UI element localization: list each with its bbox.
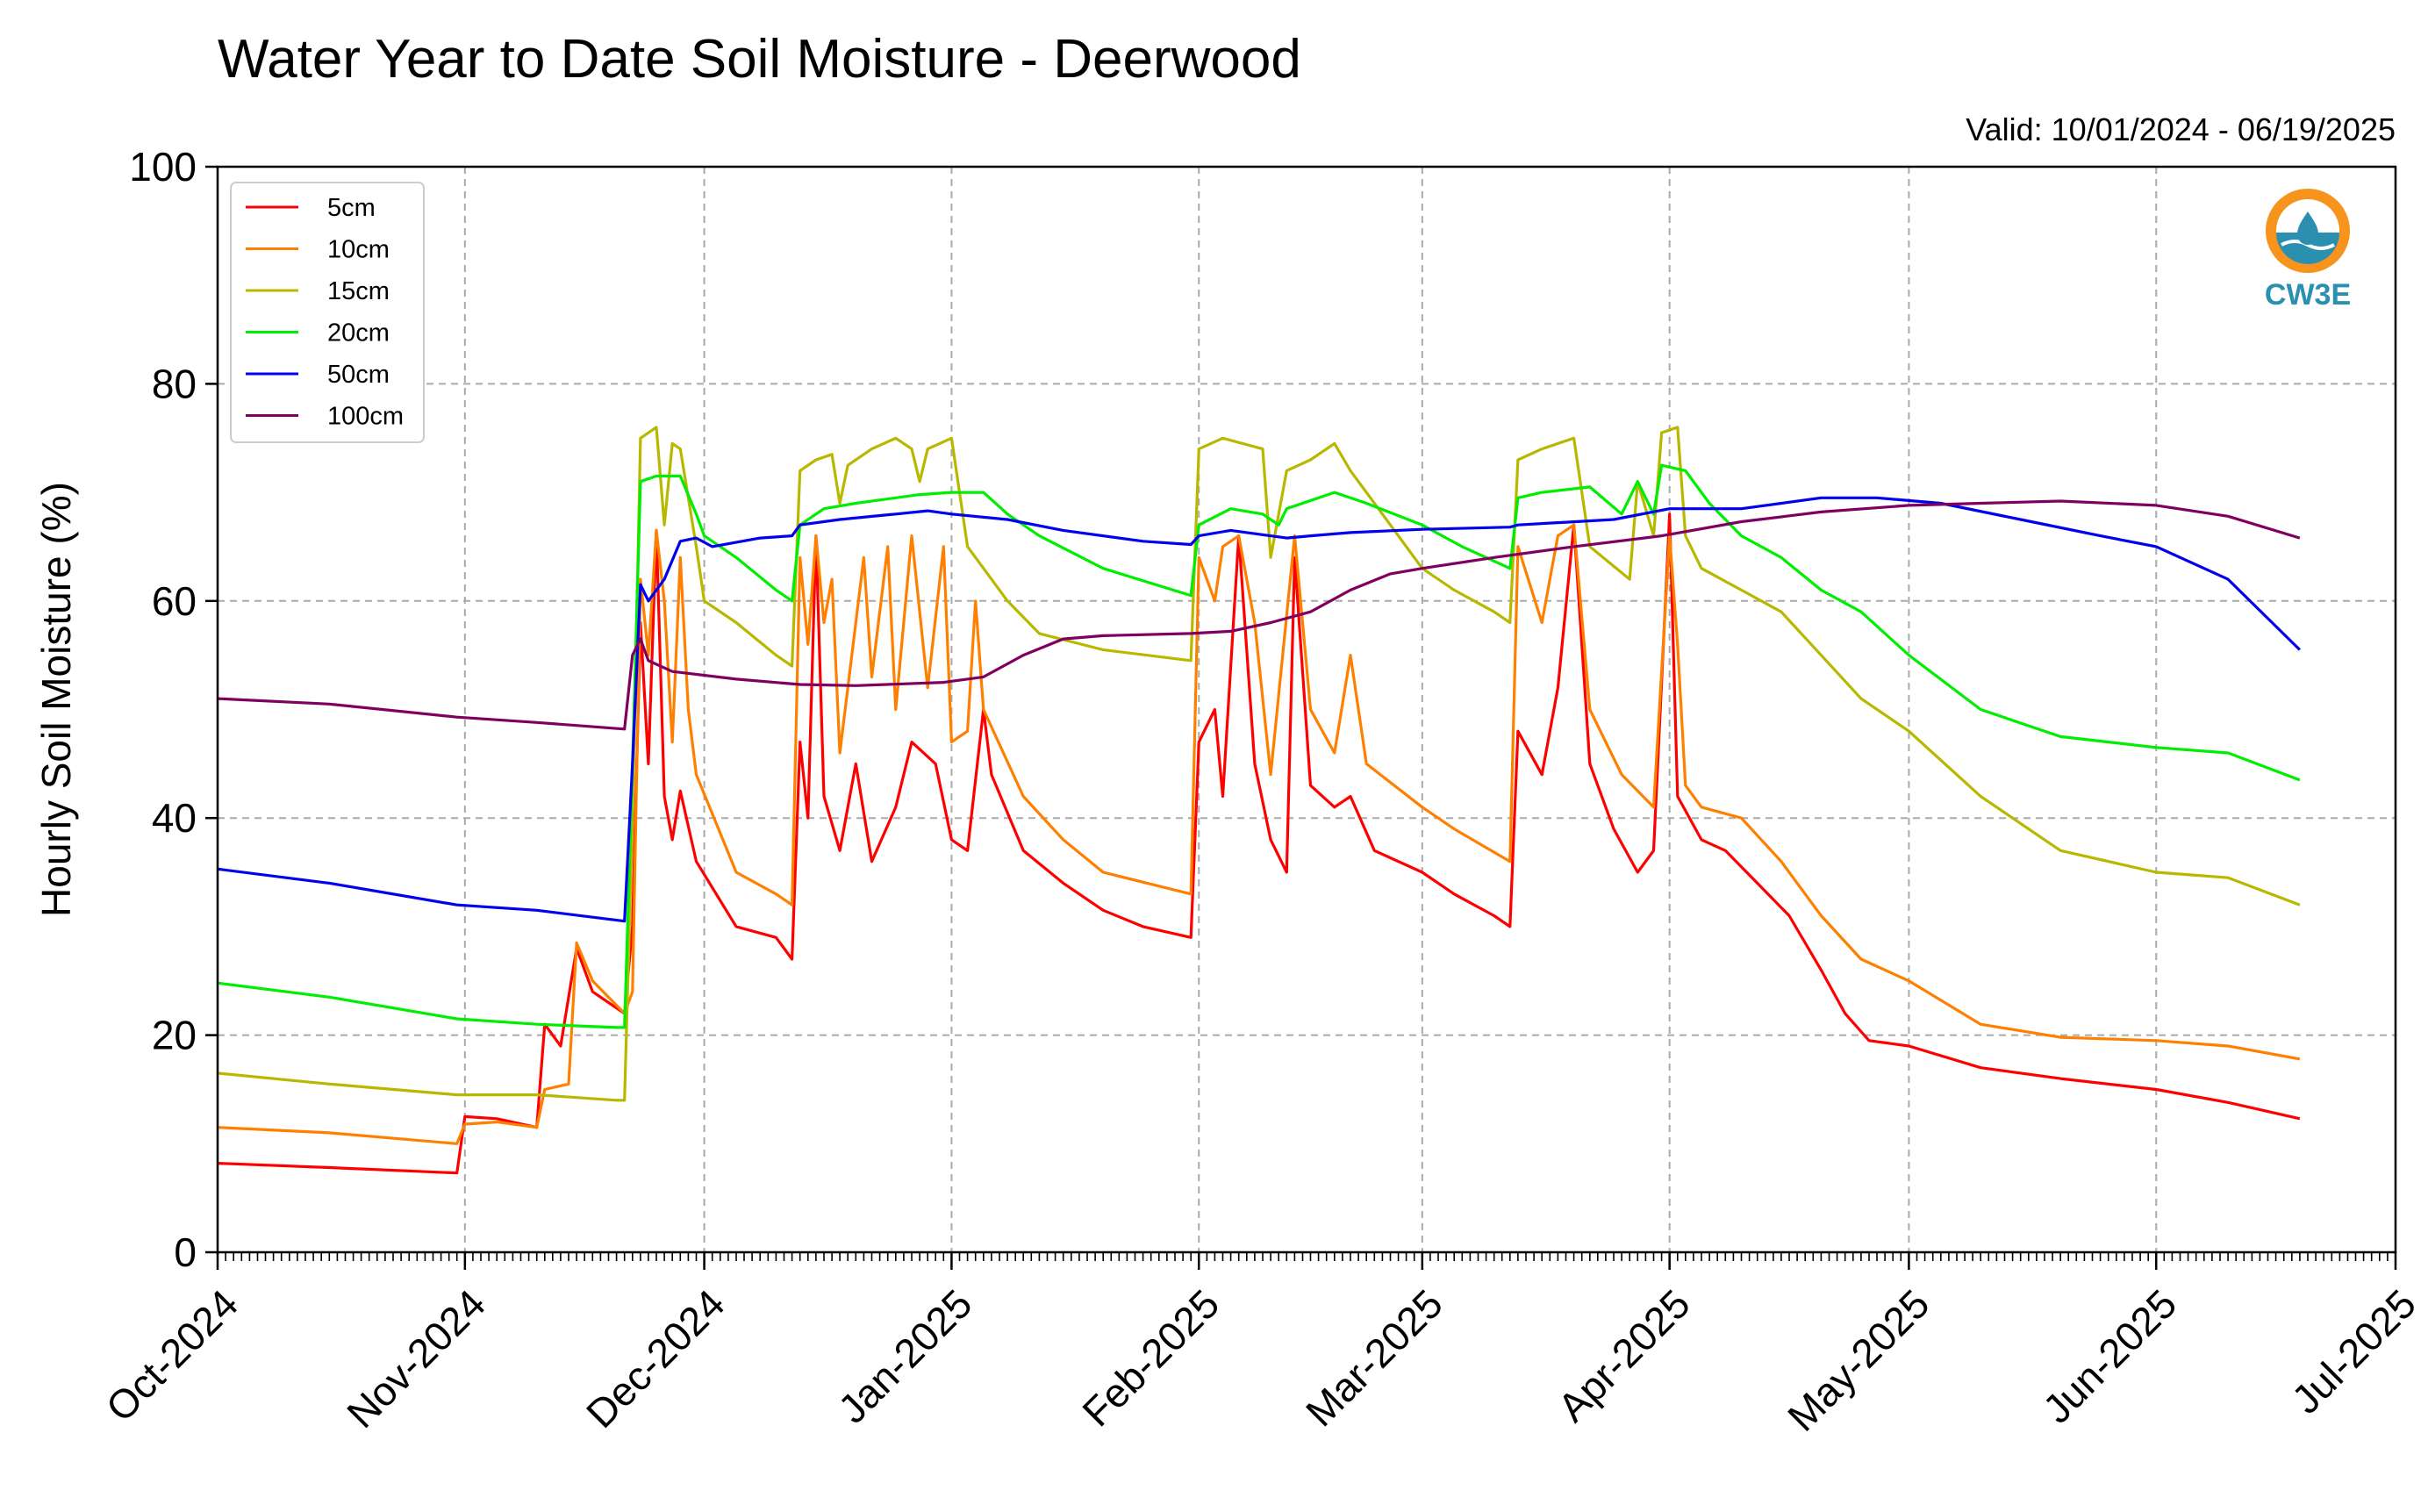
x-tick-label: Jan-2025 [829,1280,980,1431]
y-tick-label: 20 [152,1013,197,1058]
series-line-5cm [217,512,2301,1175]
cw3e-logo: CW3E [2265,189,2351,312]
series-line-50cm [217,496,2302,923]
legend-label-20cm: 20cm [327,319,390,348]
legend-label-15cm: 15cm [327,277,390,305]
series-line-20cm [217,463,2301,1029]
axes [205,165,2397,1270]
y-tick-label: 80 [152,361,197,406]
x-tick-label: May-2025 [1779,1280,1937,1439]
data-series [217,426,2302,1175]
x-tick-label: Jul-2025 [2283,1280,2425,1422]
legend: 5cm 10cm 15cm 20cm 50cm 100cm [230,182,425,443]
legend-label-50cm: 50cm [327,361,390,389]
x-tick-label: Dec-2024 [577,1280,734,1437]
series-line-10cm [217,523,2301,1145]
legend-label-100cm: 100cm [327,403,404,431]
plot-frame [216,165,2397,1254]
logo-text: CW3E [2265,278,2351,312]
series-line-15cm [217,426,2301,1102]
x-tick-label: Feb-2025 [1073,1280,1228,1435]
y-tick-label: 60 [152,578,197,624]
x-minor-ticks [217,1252,2396,1261]
chart-subtitle: Valid: 10/01/2024 - 06/19/2025 [1966,111,2396,147]
legend-label-10cm: 10cm [327,236,390,264]
series-line-100cm [217,499,2301,731]
y-axis-label: Hourly Soil Moisture (%) [33,482,79,917]
x-tick-label: Nov-2024 [338,1280,494,1437]
x-tick-label: Jun-2025 [2034,1280,2185,1431]
logo-drop-icon [2297,211,2318,245]
y-tick-label: 40 [152,795,197,841]
x-tick-label: Apr-2025 [1549,1280,1699,1430]
y-tick-label: 100 [129,144,197,190]
legend-label-5cm: 5cm [327,194,376,222]
x-tick-label: Oct-2024 [97,1280,247,1430]
chart-title: Water Year to Date Soil Moisture - Deerw… [218,29,1301,90]
x-tick-label: Mar-2025 [1297,1280,1451,1435]
y-tick-label: 0 [174,1229,197,1275]
